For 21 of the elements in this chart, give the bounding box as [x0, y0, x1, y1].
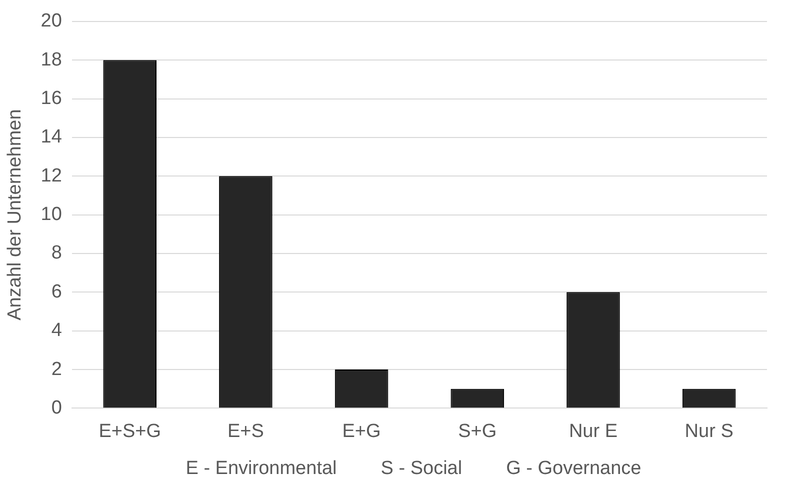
x-tick-label: Nur S [684, 420, 734, 442]
text: G - Governance [506, 458, 642, 481]
y-tick-label: 16 [40, 88, 62, 109]
y-tick-label: 14 [40, 126, 62, 148]
x-tick-label: E+G [342, 420, 381, 442]
y-tick-label: 10 [40, 204, 62, 226]
y-tick-label: 2 [51, 358, 62, 380]
text: E - Environmental [186, 458, 337, 481]
y-tick-label: 0 [51, 397, 62, 418]
y-axis-title: Anzahl der Unternehmen [4, 109, 26, 320]
x-tick-label: E+S+G [98, 420, 162, 442]
y-tick-label: 18 [40, 49, 62, 70]
y-tick-label: 8 [51, 242, 62, 264]
y-tick-label: 4 [51, 320, 62, 342]
x-tick-label: S+G [458, 420, 497, 442]
y-tick-label: 12 [40, 165, 62, 186]
x-tick-label: E+S [227, 420, 264, 442]
text: S - Social [380, 458, 462, 481]
y-tick-label: 20 [40, 10, 62, 32]
x-tick-label: Nur E [568, 420, 618, 442]
y-tick-label: 6 [51, 281, 62, 302]
